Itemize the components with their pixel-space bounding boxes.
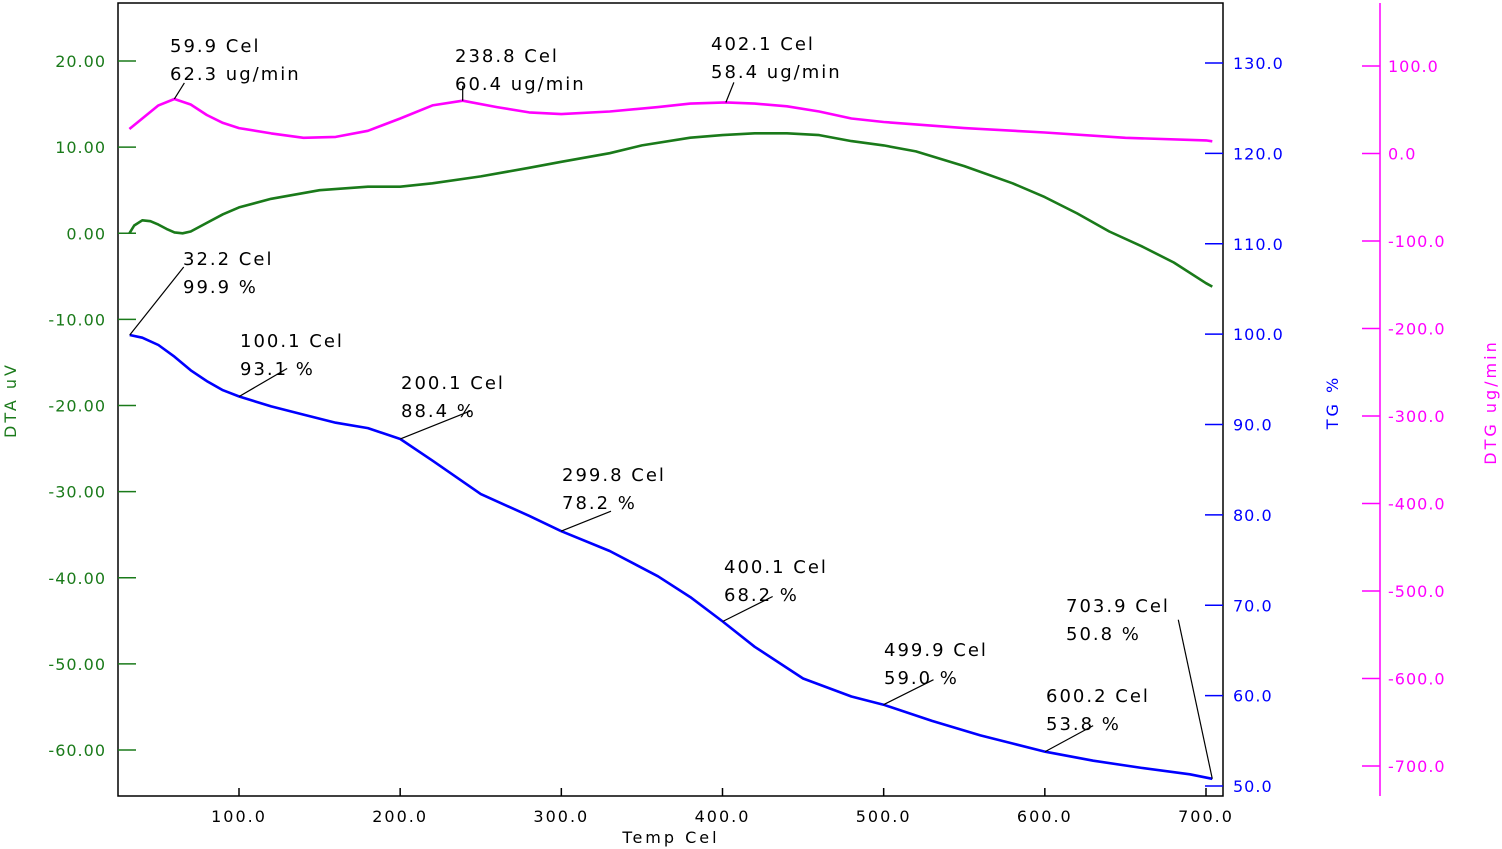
- annotation-leader-line: [173, 82, 185, 100]
- dta-tick-label: -40.00: [48, 569, 106, 588]
- annotation-temperature-label: 499.9 Cel: [884, 640, 988, 661]
- tg-tick-label: 50.0: [1233, 777, 1273, 796]
- annotation-temperature-label: 238.8 Cel: [455, 46, 559, 67]
- annotation-temperature-label: 100.1 Cel: [240, 331, 344, 352]
- annotation-leader-line: [560, 510, 612, 532]
- x-tick-label: 700.0: [1178, 807, 1234, 826]
- annotation-value-label: 59.0 %: [884, 668, 959, 689]
- annotation-temperature-label: 402.1 Cel: [711, 34, 815, 55]
- dta-tick-label: 10.00: [55, 138, 106, 157]
- dtg-tick-label: -600.0: [1388, 670, 1446, 689]
- dtg-tick-label: 0.0: [1388, 145, 1416, 164]
- dta-tick-label: 20.00: [55, 52, 106, 71]
- dta-axis-title: DTA uV: [1, 362, 20, 438]
- dta-tick-label: -20.00: [48, 397, 106, 416]
- x-tick-label: 100.0: [211, 807, 267, 826]
- series-line-dtg: [128, 97, 1213, 143]
- annotation-value-label: 68.2 %: [724, 585, 799, 606]
- tg-tick-label: 120.0: [1233, 144, 1284, 163]
- annotation-leader-line: [883, 679, 934, 706]
- dta-tick-label: 0.00: [66, 224, 106, 243]
- dtg-tick-label: -100.0: [1388, 232, 1446, 251]
- series-line-tg: [129, 333, 1213, 781]
- plot-frame: [117, 2, 1224, 797]
- annotation-value-label: 58.4 ug/min: [711, 62, 842, 83]
- tg-tick-label: 90.0: [1233, 416, 1273, 435]
- annotation-layer: 59.9 Cel 62.3 ug/min 238.8 Cel 60.4 ug/min 4…: [129, 34, 1213, 779]
- dtg-tick-label: 100.0: [1388, 57, 1439, 76]
- dtg-tick-label: -200.0: [1388, 320, 1446, 339]
- x-tick-label: 300.0: [533, 807, 589, 826]
- annotation-leader-line: [1044, 725, 1094, 753]
- annotation-temperature-label: 400.1 Cel: [724, 557, 828, 578]
- tg-tick-label: 70.0: [1233, 596, 1273, 615]
- annotation-leader-line: [400, 410, 471, 440]
- annotation-temperature-label: 32.2 Cel: [183, 249, 273, 270]
- dtg-tick-label: -700.0: [1388, 757, 1446, 776]
- dta-tick-label: -10.00: [48, 310, 106, 329]
- x-tick-label: 400.0: [695, 807, 751, 826]
- annotation-value-label: 62.3 ug/min: [170, 64, 301, 85]
- dta-tick-label: -60.00: [48, 741, 106, 760]
- x-tick-label: 200.0: [372, 807, 428, 826]
- annotation-value-label: 99.9 %: [183, 277, 258, 298]
- annotation-leader-line: [1177, 619, 1213, 779]
- annotation-value-label: 60.4 ug/min: [455, 74, 586, 95]
- series-line-dta: [128, 132, 1213, 288]
- tg-tick-label: 110.0: [1233, 235, 1284, 254]
- annotation-temperature-label: 600.2 Cel: [1046, 686, 1150, 707]
- tg-tick-label: 130.0: [1233, 54, 1284, 73]
- annotation-leader-line: [129, 266, 185, 336]
- tick-layer: 100.0 200.0 300.0 400.0 500.0 600.0 700.0 20.00…: [48, 52, 1446, 826]
- annotation-value-label: 50.8 %: [1066, 624, 1141, 645]
- tg-tick-label: 100.0: [1233, 325, 1284, 344]
- annotation-value-label: 88.4 %: [401, 401, 476, 422]
- dtg-axis-title: DTG ug/min: [1481, 339, 1500, 464]
- tg-axis-title: TG %: [1323, 375, 1342, 430]
- tg-tick-label: 80.0: [1233, 506, 1273, 525]
- dtg-tick-label: -400.0: [1388, 495, 1446, 514]
- dtg-tick-label: -500.0: [1388, 582, 1446, 601]
- annotation-leader-line: [238, 367, 288, 398]
- annotation-value-label: 53.8 %: [1046, 714, 1121, 735]
- series-layer: [128, 97, 1213, 781]
- dta-tick-label: -50.00: [48, 655, 106, 674]
- annotation-temperature-label: 59.9 Cel: [170, 36, 260, 57]
- annotation-value-label: 93.1 %: [240, 359, 315, 380]
- x-tick-label: 500.0: [856, 807, 912, 826]
- annotation-temperature-label: 703.9 Cel: [1066, 596, 1170, 617]
- annotation-temperature-label: 299.8 Cel: [562, 465, 666, 486]
- annotation-temperature-label: 200.1 Cel: [401, 373, 505, 394]
- x-tick-label: 600.0: [1017, 807, 1073, 826]
- annotation-leader-line: [725, 82, 735, 103]
- annotation-value-label: 78.2 %: [562, 493, 637, 514]
- dta-tick-label: -30.00: [48, 483, 106, 502]
- x-axis-title: Temp Cel: [621, 828, 719, 847]
- dtg-tick-label: -300.0: [1388, 407, 1446, 426]
- annotation-leader-line: [722, 595, 773, 623]
- tg-tick-label: 60.0: [1233, 687, 1273, 706]
